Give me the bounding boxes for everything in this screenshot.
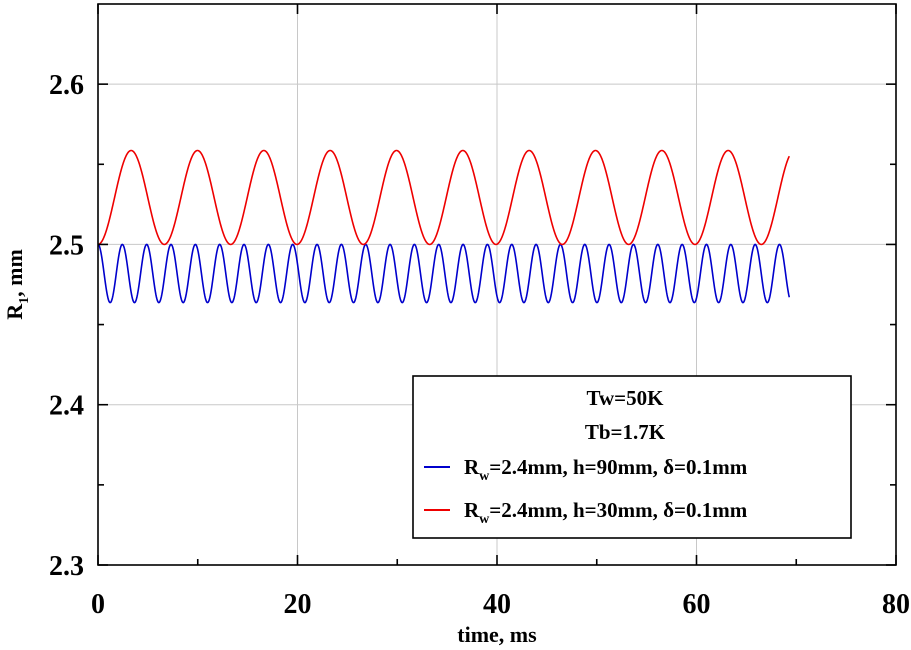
y-axis-label: R1, mm	[2, 249, 32, 320]
legend-box	[412, 375, 852, 539]
legend-entry-subscript: w	[479, 469, 490, 484]
y-axis-label-subscript: 1	[17, 297, 32, 304]
x-tick-label: 40	[483, 589, 511, 620]
legend-entry-series-2: Rw=2.4mm, h=30mm, δ=0.1mm	[464, 498, 748, 527]
x-tick-label: 20	[284, 589, 312, 620]
legend-entry-series-1: Rw=2.4mm, h=90mm, δ=0.1mm	[464, 455, 748, 484]
legend-title-line: Tb=1.7K	[585, 420, 666, 444]
series-layer	[97, 149, 791, 304]
x-tick-label: 0	[91, 589, 105, 620]
y-axis-label-unit: , mm	[2, 249, 27, 297]
legend: Tw=50K Tb=1.7K Rw=2.4mm, h=90mm, δ=0.1mm…	[412, 375, 852, 539]
legend-title-line: Tw=50K	[587, 386, 665, 410]
series-line-1	[97, 243, 791, 304]
legend-entry-suffix: =2.4mm, h=30mm, δ=0.1mm	[489, 498, 747, 522]
y-tick-label: 2.5	[49, 230, 84, 261]
y-tick-label: 2.3	[49, 551, 84, 582]
y-axis-label-main: R	[2, 303, 27, 320]
tick-labels: 0 20 40 60 80 2.3 2.4 2.5 2.6	[49, 70, 910, 620]
axis-ticks	[97, 4, 897, 566]
series-line-2	[97, 149, 790, 246]
y-tick-label: 2.6	[49, 70, 84, 101]
legend-entry-subscript: w	[479, 512, 490, 527]
x-axis-label: time, ms	[457, 622, 537, 647]
y-tick-label: 2.4	[49, 391, 84, 422]
legend-entry-prefix: R	[464, 498, 480, 522]
legend-entry-suffix: =2.4mm, h=90mm, δ=0.1mm	[489, 455, 747, 479]
legend-entry-prefix: R	[464, 455, 480, 479]
x-tick-label: 60	[683, 589, 711, 620]
x-tick-label: 80	[882, 589, 910, 620]
